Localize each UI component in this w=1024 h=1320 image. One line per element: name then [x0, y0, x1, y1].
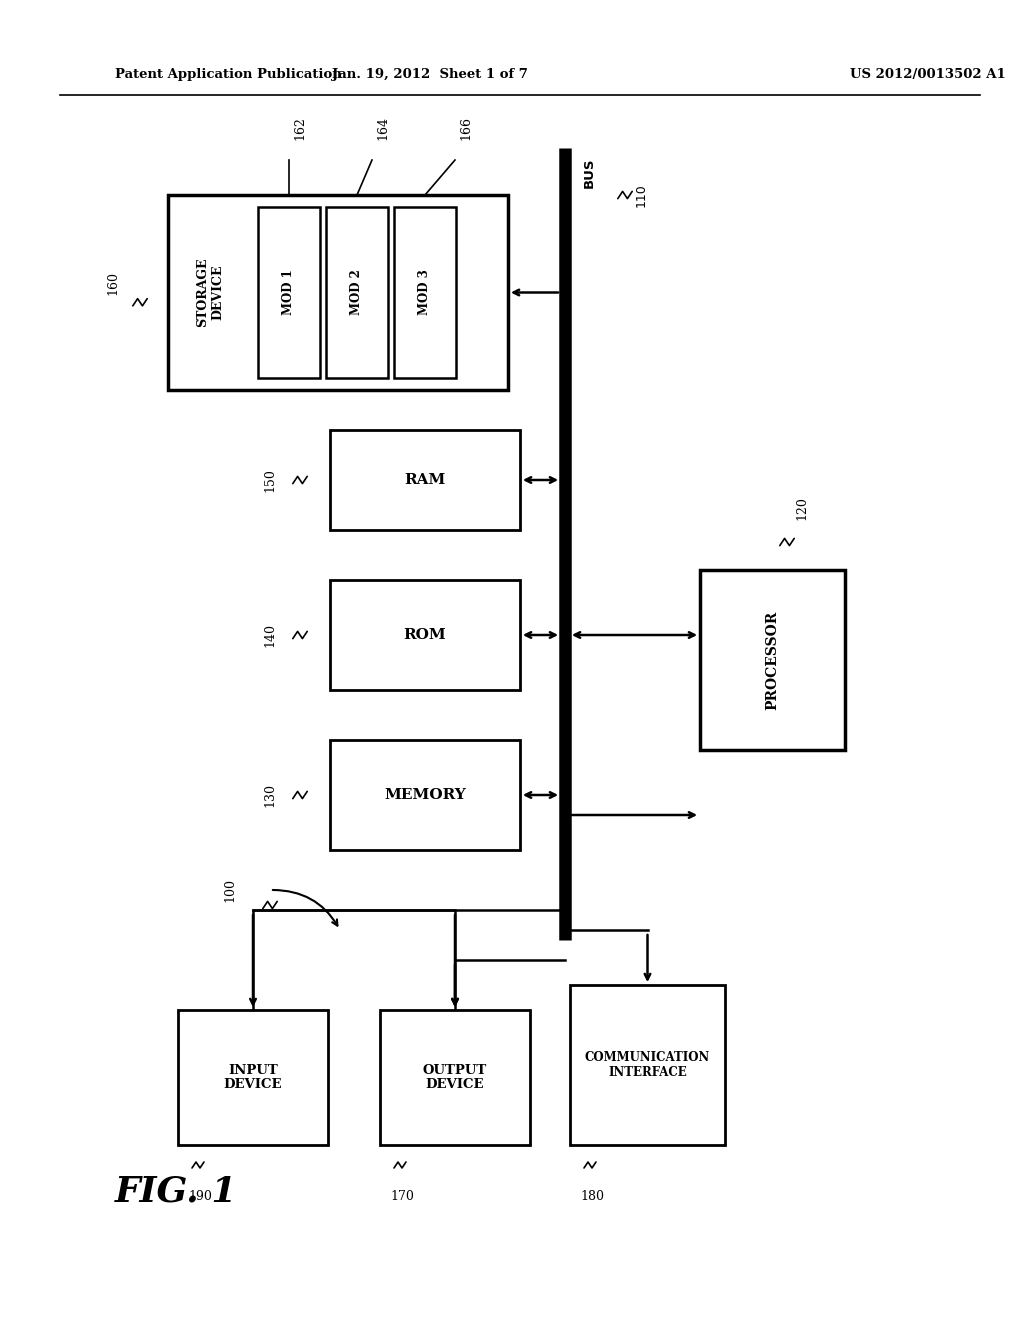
- Text: 140: 140: [263, 623, 276, 647]
- Text: STORAGE
DEVICE: STORAGE DEVICE: [196, 257, 224, 327]
- Text: MOD 1: MOD 1: [283, 269, 296, 315]
- Text: 110: 110: [635, 183, 648, 207]
- Text: 100: 100: [223, 878, 237, 902]
- Text: MOD 2: MOD 2: [350, 269, 364, 315]
- Bar: [570, 985, 725, 1144]
- Bar: [330, 741, 520, 850]
- Text: 164: 164: [376, 116, 389, 140]
- Text: PROCESSOR: PROCESSOR: [766, 610, 779, 710]
- Text: BUS: BUS: [583, 158, 596, 189]
- Text: 160: 160: [106, 271, 120, 294]
- Bar: [258, 207, 319, 378]
- Text: FIG. 1: FIG. 1: [115, 1175, 238, 1209]
- Text: 130: 130: [263, 783, 276, 807]
- Text: 162: 162: [293, 116, 306, 140]
- Text: US 2012/0013502 A1: US 2012/0013502 A1: [850, 69, 1006, 81]
- Bar: [380, 1010, 530, 1144]
- Text: RAM: RAM: [404, 473, 445, 487]
- Bar: [326, 207, 388, 378]
- Bar: [330, 430, 520, 531]
- Bar: [168, 195, 508, 389]
- Bar: [700, 570, 845, 750]
- Text: Jan. 19, 2012  Sheet 1 of 7: Jan. 19, 2012 Sheet 1 of 7: [332, 69, 528, 81]
- Bar: [330, 579, 520, 690]
- Text: MOD 3: MOD 3: [419, 269, 431, 315]
- Text: 190: 190: [188, 1191, 212, 1203]
- Text: COMMUNICATION
INTERFACE: COMMUNICATION INTERFACE: [585, 1051, 710, 1078]
- Bar: [178, 1010, 328, 1144]
- Text: 150: 150: [263, 469, 276, 492]
- Text: 180: 180: [580, 1191, 604, 1203]
- Text: Patent Application Publication: Patent Application Publication: [115, 69, 342, 81]
- Text: 120: 120: [795, 496, 808, 520]
- Text: ROM: ROM: [403, 628, 446, 642]
- Bar: [394, 207, 456, 378]
- Text: OUTPUT
DEVICE: OUTPUT DEVICE: [423, 1064, 487, 1092]
- Text: MEMORY: MEMORY: [384, 788, 466, 803]
- Text: INPUT
DEVICE: INPUT DEVICE: [224, 1064, 283, 1092]
- Text: 166: 166: [459, 116, 472, 140]
- Text: 170: 170: [390, 1191, 414, 1203]
